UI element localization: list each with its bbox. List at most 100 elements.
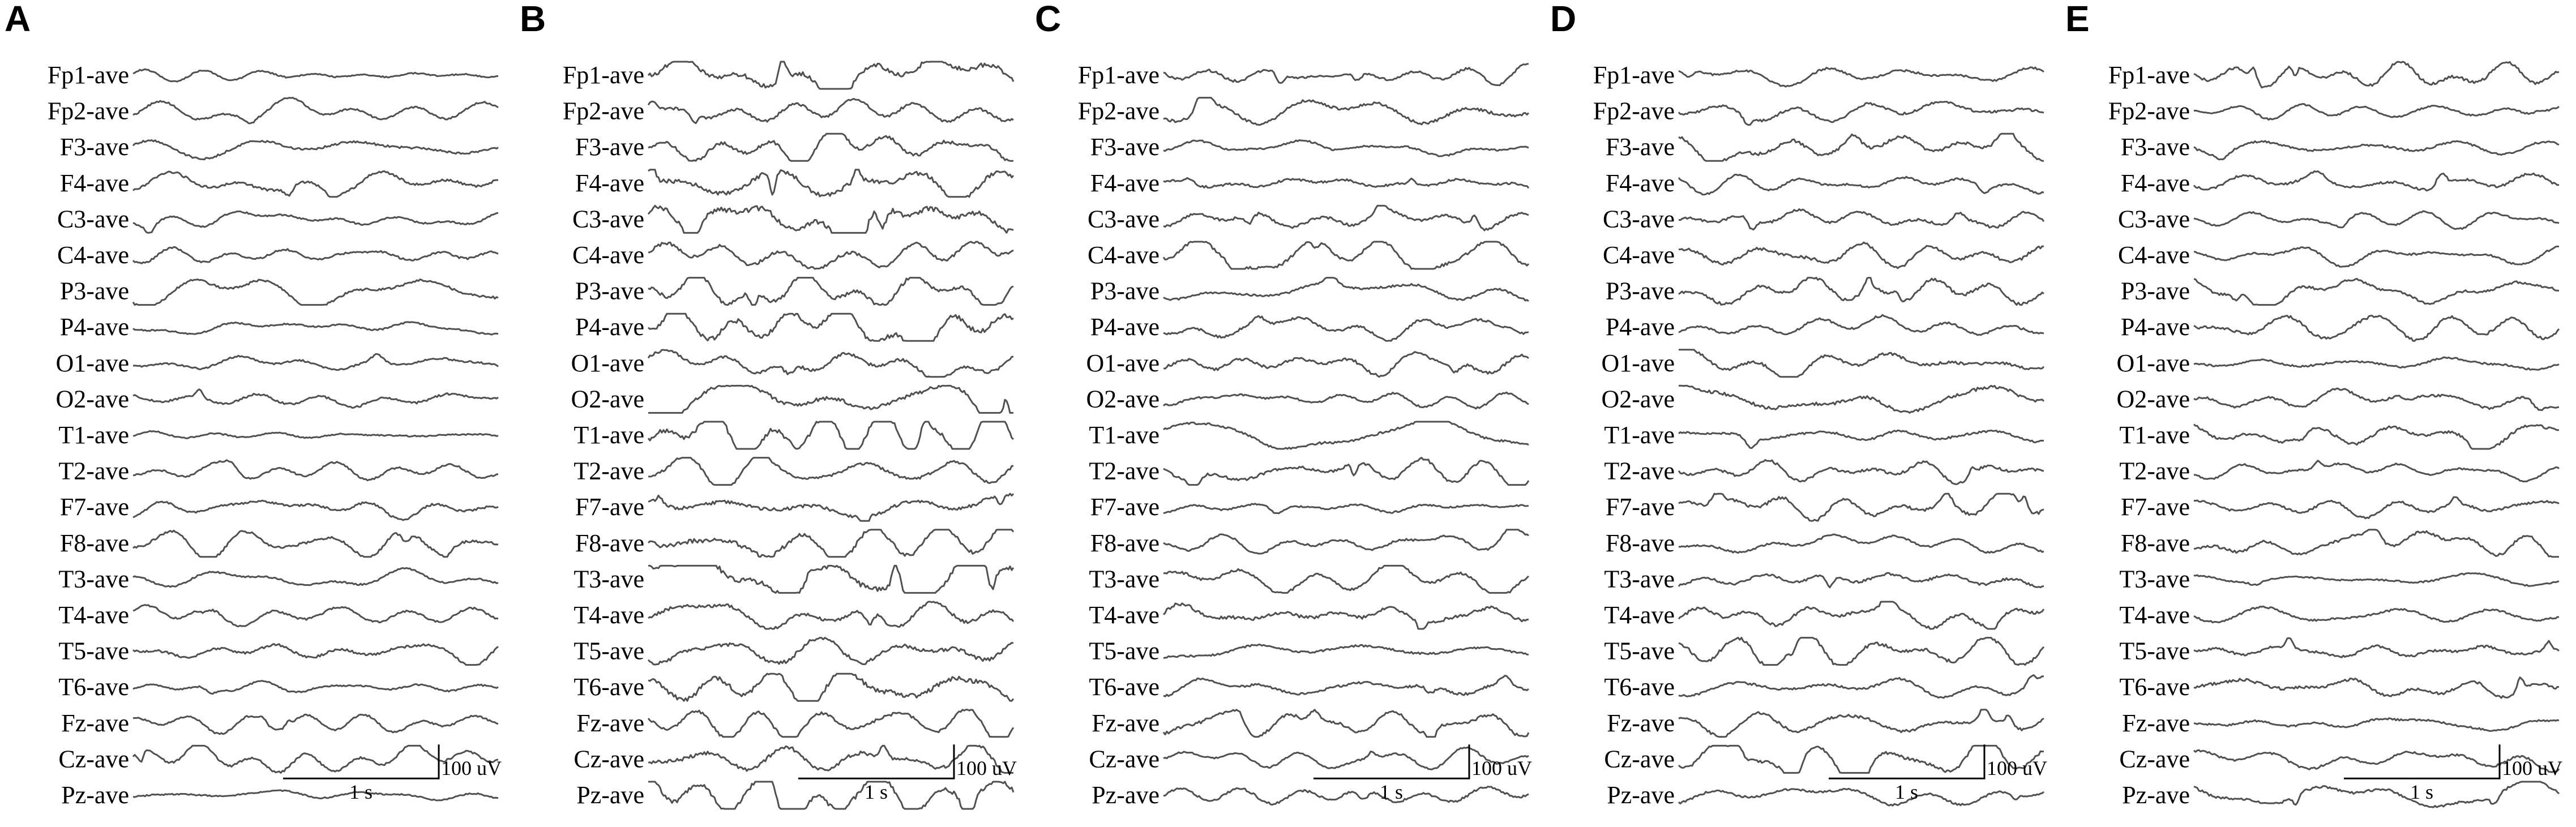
panel-letter: B <box>520 0 546 39</box>
channel-label: T4-ave <box>1604 601 1675 629</box>
scale-bar <box>798 744 955 779</box>
channel-label: F8-ave <box>1606 529 1675 557</box>
time-scale-label: 1 s <box>1895 781 1918 803</box>
channel-label: C3-ave <box>2118 205 2190 233</box>
eeg-trace <box>132 713 499 735</box>
eeg-trace <box>1163 63 1529 87</box>
channel-label: O2-ave <box>56 385 130 413</box>
channel-label: P3-ave <box>60 277 129 305</box>
channel-label: T4-ave <box>1089 601 1159 629</box>
channel-label: Cz-ave <box>574 745 644 773</box>
eeg-trace <box>1678 208 2045 231</box>
eeg-trace <box>2193 572 2560 587</box>
channel-label: T5-ave <box>58 637 129 665</box>
eeg-trace <box>2193 637 2560 658</box>
eeg-trace <box>132 643 499 666</box>
channel-label: T5-ave <box>1089 637 1159 665</box>
channel-label: F4-ave <box>1606 169 1675 197</box>
eeg-trace <box>1678 277 2044 306</box>
amplitude-scale-label: 100 uV <box>441 757 502 779</box>
eeg-trace <box>132 246 499 264</box>
eeg-trace <box>1163 351 1529 378</box>
eeg-trace <box>1678 709 2044 738</box>
eeg-trace <box>2193 210 2560 230</box>
eeg-trace <box>1678 674 2044 699</box>
eeg-trace <box>132 97 499 125</box>
eeg-trace <box>1678 492 2044 522</box>
eeg-trace <box>647 61 1015 90</box>
eeg-trace <box>648 277 1014 306</box>
eeg-trace <box>648 672 1015 702</box>
eeg-trace <box>2193 61 2560 89</box>
channel-label: F3-ave <box>1090 133 1159 161</box>
eeg-trace <box>1163 503 1529 515</box>
eeg-trace <box>1162 602 1529 630</box>
channel-label: T4-ave <box>58 601 129 629</box>
channel-label: T6-ave <box>574 673 644 701</box>
eeg-trace <box>1678 66 2044 88</box>
time-scale-label: 1 s <box>865 781 888 803</box>
amplitude-scale-label: 100 uV <box>1471 757 1532 779</box>
eeg-trace <box>2193 140 2560 161</box>
channel-label: O1-ave <box>1602 349 1675 377</box>
eeg-trace <box>647 709 1015 738</box>
eeg-trace <box>648 312 1014 342</box>
eeg-trace <box>1163 457 1530 486</box>
eeg-trace <box>2193 676 2560 699</box>
channel-label: T6-ave <box>2119 673 2190 701</box>
eeg-trace <box>1678 744 2044 774</box>
channel-label: Fz-ave <box>61 709 129 737</box>
channel-label: F3-ave <box>575 133 644 161</box>
channel-label: F3-ave <box>1606 133 1675 161</box>
channel-label: F8-ave <box>60 529 129 557</box>
scale-bar <box>283 744 440 779</box>
eeg-trace <box>2193 781 2560 808</box>
eeg-trace <box>648 492 1015 522</box>
eeg-trace <box>1678 459 2044 485</box>
channel-label: O1-ave <box>571 349 645 377</box>
eeg-trace <box>1163 786 1529 806</box>
channel-label: Cz-ave <box>2119 745 2190 773</box>
eeg-trace <box>132 388 499 409</box>
eeg-trace <box>647 98 1014 125</box>
eeg-trace <box>132 499 499 521</box>
eeg-trace <box>648 457 1014 486</box>
channel-label: C4-ave <box>1603 241 1675 269</box>
channel-label: C3-ave <box>572 205 644 233</box>
eeg-trace <box>1679 349 2045 378</box>
eeg-trace <box>2193 387 2560 412</box>
channel-label: F7-ave <box>1606 493 1675 521</box>
eeg-trace <box>132 321 499 336</box>
channel-label: O1-ave <box>2117 349 2190 377</box>
channel-label: F4-ave <box>575 169 644 197</box>
eeg-trace <box>1678 241 2044 269</box>
channel-label: Fp1-ave <box>563 61 644 89</box>
channel-label: O2-ave <box>1602 385 1675 413</box>
panel-c: C Fp1-ave Fp2-ave F3-ave F4-ave C3-ave C4-ave P… <box>1035 0 1532 809</box>
eeg-trace <box>132 353 499 371</box>
channel-label: O2-ave <box>2117 385 2190 413</box>
channel-label: O2-ave <box>571 385 645 413</box>
channel-label: Pz-ave <box>61 781 129 809</box>
eeg-trace <box>2194 245 2560 268</box>
eeg-trace <box>1678 132 2044 162</box>
channel-label: Fz-ave <box>1092 709 1159 737</box>
eeg-trace <box>648 564 1015 594</box>
eeg-trace <box>1678 101 2044 126</box>
channel-label: Fp1-ave <box>48 61 129 89</box>
panel-letter: A <box>5 0 31 39</box>
channel-label: T6-ave <box>58 673 129 701</box>
channel-label: F8-ave <box>1090 529 1159 557</box>
channel-label: Fp2-ave <box>1593 97 1675 125</box>
eeg-trace <box>648 169 1015 198</box>
channel-label: T4-ave <box>2119 601 2190 629</box>
channel-label: P3-ave <box>575 277 644 305</box>
eeg-trace <box>648 384 1014 414</box>
time-scale-label: 1 s <box>349 781 373 803</box>
channel-label: Fp1-ave <box>2108 61 2190 89</box>
amplitude-scale-label: 100 uV <box>956 757 1017 779</box>
eeg-trace <box>647 204 1014 234</box>
channel-label: Cz-ave <box>58 745 129 773</box>
time-scale-label: 1 s <box>2410 781 2433 803</box>
